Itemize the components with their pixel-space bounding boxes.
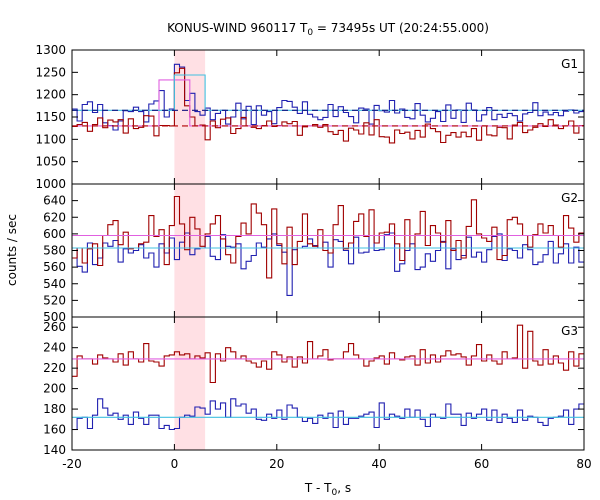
y-tick-label: 1300 xyxy=(35,43,66,57)
y-tick-label: 1150 xyxy=(35,110,66,124)
y-tick-label: 260 xyxy=(43,320,66,334)
y-tick-label: 1000 xyxy=(35,177,66,191)
y-tick-label: 640 xyxy=(43,194,66,208)
panel-frame xyxy=(71,316,585,451)
series-red-g3 xyxy=(72,324,584,384)
panel-label: G2 xyxy=(561,191,578,205)
x-tick-label: 20 xyxy=(269,457,284,471)
y-tick-label: 240 xyxy=(43,341,66,355)
y-tick-label: 580 xyxy=(43,244,66,258)
y-tick-label: 160 xyxy=(43,423,66,437)
y-tick-label: 560 xyxy=(43,260,66,274)
series-blue-g1 xyxy=(72,63,584,131)
y-tick-label: 540 xyxy=(43,277,66,291)
y-tick-label: 520 xyxy=(43,293,66,307)
panel-label: G1 xyxy=(561,57,578,71)
y-tick-label: 220 xyxy=(43,361,66,375)
panel-plot xyxy=(72,195,584,296)
x-tick-label: 60 xyxy=(474,457,489,471)
panel-g3: 140 160 180 200 220 240 260 G3 xyxy=(43,316,585,457)
panel-g2: 500 520 540 560 580 600 620 640 G2 xyxy=(43,183,585,324)
panel-label: G3 xyxy=(561,324,578,338)
y-tick-label: 200 xyxy=(43,382,66,396)
panel-g1: 1000 1050 1100 1150 1200 1250 1300 G1 xyxy=(35,43,585,191)
y-tick-label: 600 xyxy=(43,227,66,241)
y-axis-label: counts / sec xyxy=(5,214,19,286)
series-blue-g3 xyxy=(72,398,584,431)
y-tick-label: 1200 xyxy=(35,88,66,102)
y-tick-label: 1100 xyxy=(35,132,66,146)
panel-plot xyxy=(72,63,584,144)
x-tick-label: 0 xyxy=(171,457,179,471)
series-red-g1 xyxy=(72,67,584,144)
x-tick-label: -20 xyxy=(62,457,82,471)
y-tick-label: 1050 xyxy=(35,155,66,169)
x-axis-label: T - T0, s xyxy=(304,481,351,498)
x-tick-label: 40 xyxy=(372,457,387,471)
panel-plot xyxy=(72,324,584,431)
y-tick-label: 500 xyxy=(43,310,66,324)
plot-area: 1000105011001150120012501300G15005205405… xyxy=(35,43,591,471)
y-tick-label: 1250 xyxy=(35,65,66,79)
y-tick-label: 180 xyxy=(43,402,66,416)
y-tick-label: 620 xyxy=(43,210,66,224)
chart-title: KONUS-WIND 960117 T0 = 73495s UT (20:24:… xyxy=(167,21,489,38)
y-tick-label: 140 xyxy=(43,443,66,457)
x-tick-label: 80 xyxy=(576,457,591,471)
